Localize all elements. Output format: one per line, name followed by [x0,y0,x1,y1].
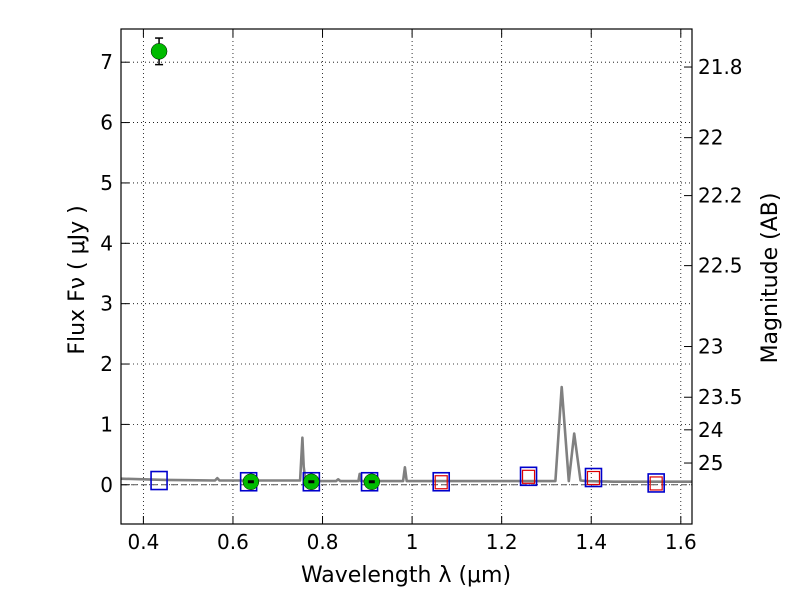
y-axis-title: Flux Fν ( μJy ) [65,205,90,354]
right-tick-label: 24 [698,418,723,442]
model-point [432,471,451,492]
right-tick-label: 25 [698,451,723,475]
right-tick-label: 23.5 [698,385,743,409]
observed-flux [150,37,381,490]
y-tick-label: 1 [100,412,113,436]
x-tick-label: 1 [406,530,419,554]
model-spectrum [120,385,692,484]
error-bar [247,480,254,484]
y-axis-ticks: 0 1 2 3 4 5 6 7 [100,50,129,497]
y-tick-label: 2 [100,352,113,376]
x-axis-title: Wavelength λ (μm) [301,563,511,588]
right-tick-label: 21.8 [698,55,743,79]
upper-limit-point [521,469,536,484]
right-tick-label: 23 [698,335,723,359]
x-tick-label: 1.4 [575,530,607,554]
right-tick-label: 22.5 [698,254,743,278]
right-tick-label: 22.2 [698,184,743,208]
right-tick-label: 22 [698,126,723,150]
y-tick-label: 3 [100,292,113,316]
x-tick-label: 0.8 [307,530,339,554]
x-tick-label: 1.6 [665,530,697,554]
y-tick-label: 6 [100,111,113,135]
spectrum-line [120,385,692,484]
x-axis-ticks: 0.4 0.6 0.8 1 1.2 1.4 1.6 [127,29,697,554]
error-bar [368,480,375,484]
upper-limit-point [586,470,601,486]
x-tick-label: 1.2 [486,530,518,554]
upper-limit-point [649,476,663,491]
model-point [647,473,665,493]
right-axis-ticks: 21.8 22 22.2 22.5 23 23.5 24 25 [684,55,743,475]
grid [121,29,692,524]
y-tick-label: 7 [100,50,113,74]
plot-frame [120,28,693,525]
right-axis-title: Magnitude (AB) [758,193,783,364]
plot-border [120,28,693,525]
y-tick-label: 0 [100,473,113,497]
x-tick-label: 0.6 [217,530,249,554]
x-tick-label: 0.4 [127,530,159,554]
error-bar [308,480,315,484]
y-tick-label: 5 [100,171,113,195]
observed-point [150,43,168,60]
model-point [519,466,538,487]
model-point [584,467,603,488]
model-point [150,470,168,491]
upper-limit-point [434,475,448,490]
y-tick-label: 4 [100,231,113,255]
